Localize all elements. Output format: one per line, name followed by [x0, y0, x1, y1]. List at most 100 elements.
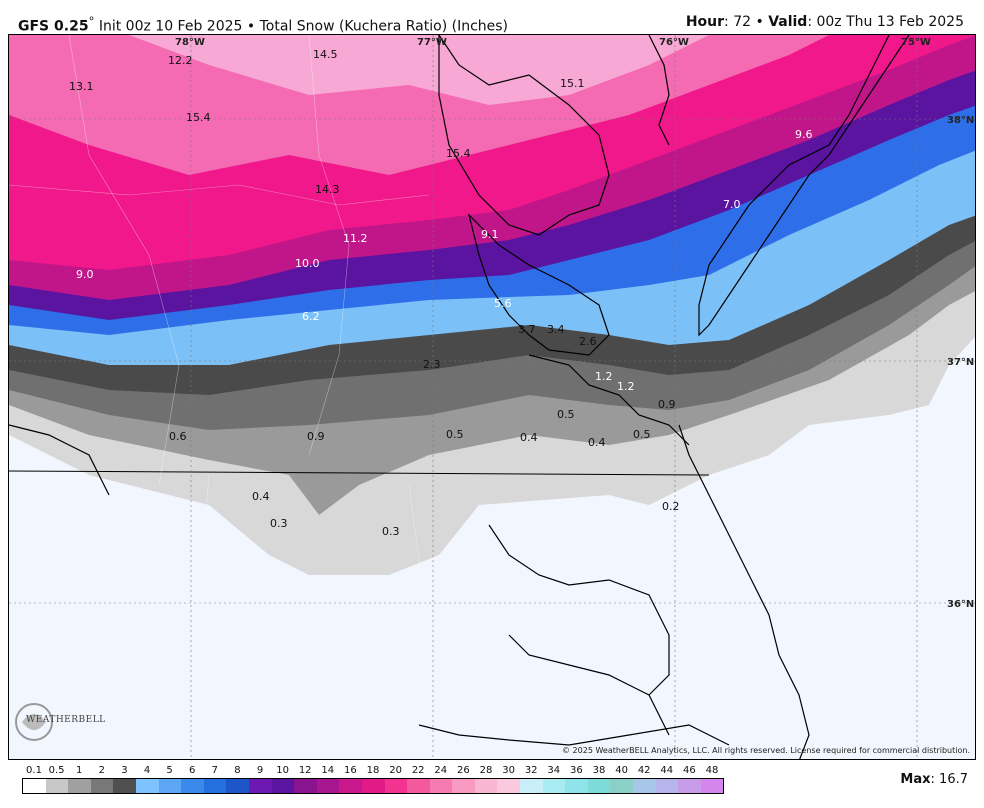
- snowfall-value-labels: 12.2 14.5 15.1 13.1 15.4 15.4 9.6 14.3 7…: [69, 48, 813, 538]
- color-scale-tick-label: 34: [547, 765, 561, 776]
- max-value: Max: 16.7: [900, 772, 968, 787]
- value-label: 6.2: [302, 310, 320, 323]
- color-scale-tick-label: 42: [637, 765, 651, 776]
- value-label: 7.0: [723, 198, 741, 211]
- color-scale-tick-label: 12: [298, 765, 312, 776]
- color-scale-cell: [429, 779, 453, 793]
- color-scale-cell: [700, 779, 724, 793]
- product-name: Total Snow (Kuchera Ratio) (Inches): [259, 18, 509, 35]
- value-label: 0.5: [633, 428, 651, 441]
- color-scale-tick-label: 4: [143, 765, 151, 776]
- copyright-notice: © 2025 WeatherBELL Analytics, LLC. All r…: [562, 746, 970, 755]
- color-scale-cell: [203, 779, 227, 793]
- value-label: 0.2: [662, 500, 680, 513]
- color-scale-cell: [678, 779, 701, 793]
- color-scale-cell: [474, 779, 498, 793]
- lon-label-77w: 77°W: [417, 37, 447, 48]
- map-canvas: 78°W 77°W 76°W 75°W 38°N 37°N 36°N 12.2 …: [9, 35, 975, 759]
- value-label: 0.9: [307, 430, 325, 443]
- value-label: 0.5: [557, 408, 575, 421]
- value-label: 0.3: [382, 525, 400, 538]
- county-lines: [9, 35, 490, 759]
- value-label: 10.0: [295, 257, 320, 270]
- value-label: 0.5: [446, 428, 464, 441]
- color-scale-tick-label: 14: [321, 765, 335, 776]
- lon-label-75w: 75°W: [901, 37, 931, 48]
- color-scale-cell: [542, 779, 566, 793]
- color-scale-tick-label: 0.1: [26, 765, 42, 776]
- color-scale-tick-label: 8: [234, 765, 241, 776]
- color-scale-tick-label: 40: [615, 765, 628, 776]
- value-label: 2.3: [423, 358, 441, 371]
- color-scale-cell: [135, 779, 159, 793]
- color-scale-cell: [384, 779, 408, 793]
- hour-label: Hour: [685, 14, 725, 30]
- color-scale-tick-label: 2: [98, 765, 105, 776]
- value-label: 0.6: [169, 430, 187, 443]
- color-scale-cell: [655, 779, 679, 793]
- color-scale-cell: [452, 779, 475, 793]
- color-scale-tick-label: 5: [166, 765, 173, 776]
- lat-label-37n: 37°N: [947, 357, 974, 368]
- value-label: 13.1: [69, 80, 94, 93]
- value-label: 0.4: [252, 490, 270, 503]
- max-label-text: Max: [900, 772, 931, 787]
- color-scale-tick-label: 3: [121, 765, 128, 776]
- color-scale-tick-label: 46: [683, 765, 696, 776]
- value-label: 3.4: [547, 323, 565, 336]
- color-scale-cell: [226, 779, 249, 793]
- color-scale-cell: [633, 779, 656, 793]
- value-label: 9.1: [481, 228, 499, 241]
- color-scale-tick-label: 9: [256, 765, 264, 776]
- value-label: 0.3: [270, 517, 288, 530]
- color-scale-tick-label: 10: [276, 765, 289, 776]
- color-scale-bar: [22, 778, 725, 794]
- color-scale-cell: [316, 779, 340, 793]
- color-scale-tick-label: 38: [592, 765, 606, 776]
- lat-label-36n: 36°N: [947, 599, 974, 610]
- color-scale-cell: [294, 779, 317, 793]
- color-scale-tick-label: 6: [189, 765, 196, 776]
- color-scale-cell: [610, 779, 634, 793]
- value-label: 15.4: [186, 111, 211, 124]
- lon-label-76w: 76°W: [659, 37, 689, 48]
- value-label: 3.7: [518, 323, 536, 336]
- color-scale-cell: [23, 779, 46, 793]
- degree-symbol: °: [88, 14, 95, 28]
- value-label: 1.2: [617, 380, 635, 393]
- graticule: [9, 35, 975, 759]
- map-title: GFS 0.25° Init 00z 10 Feb 2025 • Total S…: [18, 14, 508, 35]
- color-scale-tick-label: 0.5: [48, 765, 65, 776]
- value-label: 2.6: [579, 335, 597, 348]
- forecast-time: Hour: 72 • Valid: 00z Thu 13 Feb 2025: [686, 14, 964, 30]
- valid-value: : 00z Thu 13 Feb 2025: [807, 14, 964, 30]
- color-scale-cell: [361, 779, 385, 793]
- band-16: [129, 35, 709, 105]
- value-label: 11.2: [343, 232, 368, 245]
- weatherbell-logo: [15, 703, 53, 741]
- value-label: 15.4: [446, 147, 471, 160]
- color-scale-tick-label: 26: [457, 765, 470, 776]
- valid-bullet: •: [755, 14, 764, 30]
- value-label: 14.5: [313, 48, 338, 61]
- color-scale-tick-label: 18: [366, 765, 380, 776]
- hour-value: : 72: [724, 14, 752, 30]
- color-scale-tick-label: 44: [660, 765, 674, 776]
- color-scale-tick-label: 1: [76, 765, 83, 776]
- color-scale-tick-label: 28: [479, 765, 493, 776]
- value-label: 0.4: [520, 431, 538, 444]
- color-scale-cell: [587, 779, 611, 793]
- lat-label-38n: 38°N: [947, 115, 974, 126]
- color-scale-tick-label: 20: [389, 765, 402, 776]
- max-label-value: : 16.7: [930, 772, 968, 787]
- value-label: 14.3: [315, 183, 340, 196]
- value-label: 12.2: [168, 54, 193, 67]
- color-scale-tick-label: 22: [411, 765, 425, 776]
- color-scale-cell: [90, 779, 114, 793]
- value-label: 9.6: [795, 128, 813, 141]
- color-scale-cell: [565, 779, 588, 793]
- value-label: 1.2: [595, 370, 613, 383]
- color-scale-cell: [248, 779, 272, 793]
- snowfall-map: 78°W 77°W 76°W 75°W 38°N 37°N 36°N 12.2 …: [8, 34, 976, 760]
- color-scale-cell: [68, 779, 91, 793]
